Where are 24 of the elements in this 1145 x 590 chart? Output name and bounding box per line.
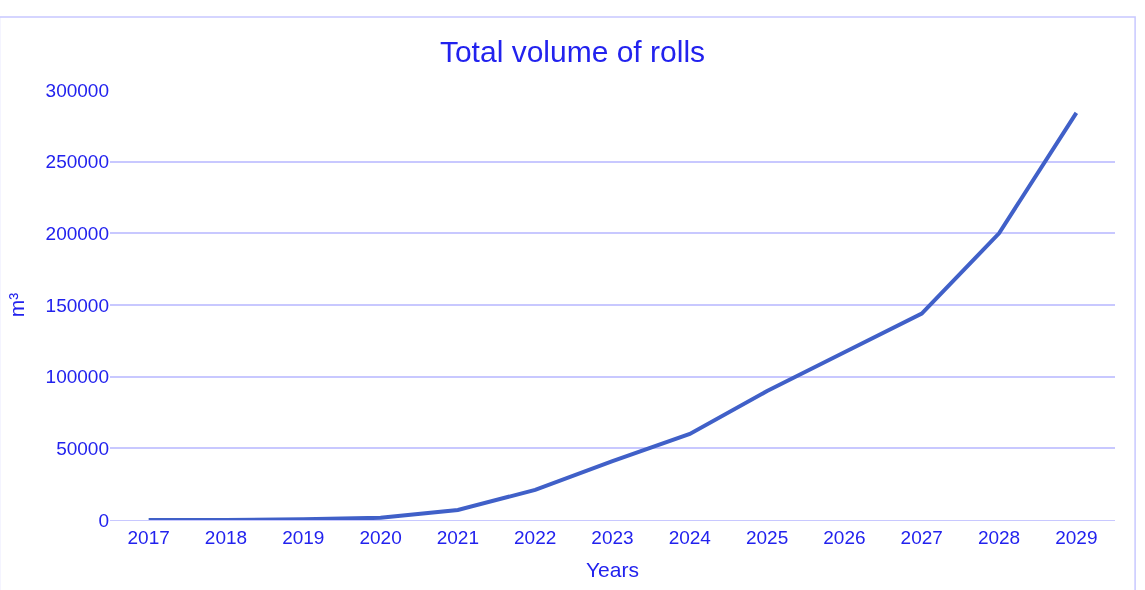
x-tick-label: 2023 <box>591 526 634 548</box>
x-tick-label: 2017 <box>127 526 170 548</box>
x-tick-label: 2027 <box>900 526 943 548</box>
x-tick-label: 2022 <box>514 526 557 548</box>
x-tick-label: 2026 <box>823 526 866 548</box>
x-tick-label: 2028 <box>977 526 1021 548</box>
x-tick-label: 2019 <box>282 526 325 548</box>
y-tick-label: 0 <box>98 509 109 531</box>
y-tick-label: 200000 <box>45 222 109 244</box>
y-tick-label: 100000 <box>45 366 109 388</box>
y-tick-label: 300000 <box>45 79 109 101</box>
x-axis-title: Years <box>586 558 639 581</box>
x-tick-label: 2029 <box>1055 526 1098 548</box>
x-tick-label: 2024 <box>668 526 712 548</box>
line-series <box>146 110 1079 520</box>
y-tick-label: 150000 <box>45 294 109 316</box>
x-tick-label: 2021 <box>436 526 480 548</box>
chart-title: Total volume of rolls <box>439 35 706 69</box>
x-tick-label: 2018 <box>204 526 248 548</box>
y-tick-label: 50000 <box>56 437 109 459</box>
y-axis-title: m³ <box>4 292 28 318</box>
x-tick-label: 2020 <box>359 526 402 548</box>
x-tick-label: 2025 <box>745 526 789 548</box>
y-tick-label: 250000 <box>45 151 109 173</box>
